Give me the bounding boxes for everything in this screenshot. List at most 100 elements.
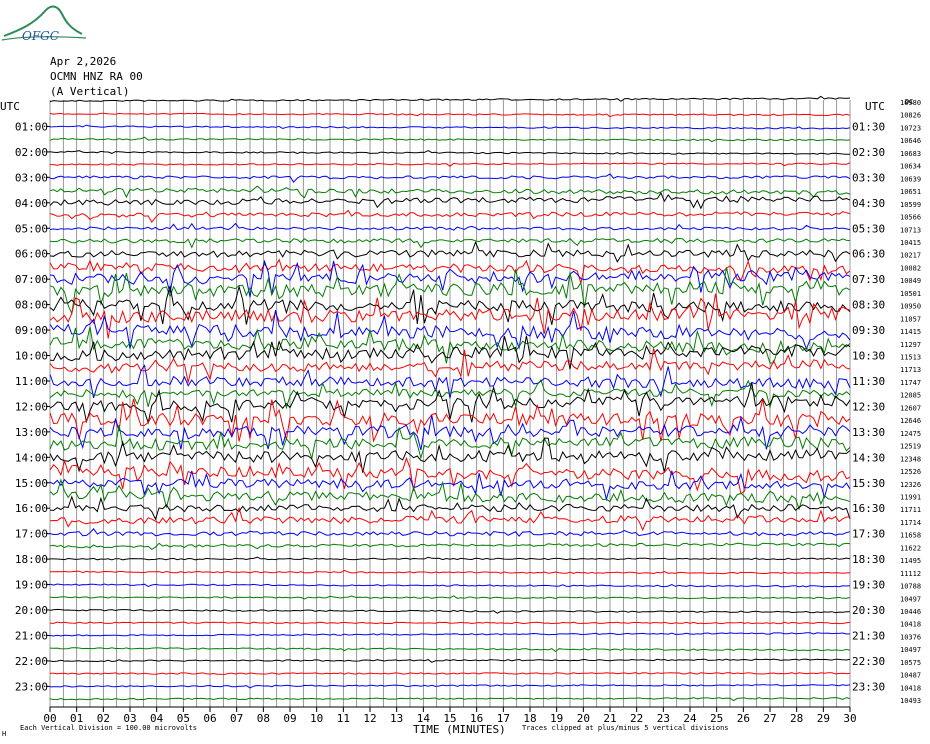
x-tick-label: 16 (470, 712, 483, 725)
trace-line (49, 495, 851, 521)
trace-line (49, 267, 851, 316)
right-time-label: 02:30 (852, 146, 885, 159)
dc-offset-label: 10950 (900, 303, 921, 311)
right-time-label: 17:30 (852, 528, 885, 541)
trace-line (49, 309, 851, 351)
trace-line (49, 647, 851, 653)
x-tick-label: 24 (683, 712, 697, 725)
dc-offset-label: 11658 (900, 532, 921, 540)
left-time-label: 19:00 (15, 579, 48, 592)
x-tick-label: 17 (497, 712, 510, 725)
x-axis-title: TIME (MINUTES) (413, 723, 506, 736)
left-time-label: 13:00 (15, 426, 48, 439)
trace-line (50, 162, 851, 167)
x-tick-label: 10 (310, 712, 323, 725)
trace-line (49, 136, 851, 143)
left-time-label: 22:00 (15, 655, 48, 668)
left-time-label: 15:00 (15, 477, 48, 490)
left-time-label: 16:00 (15, 502, 48, 515)
right-time-label: 08:30 (852, 299, 885, 312)
chart-grid (49, 100, 851, 708)
dc-offset-label: 10713 (900, 226, 921, 234)
scale-note: Each Vertical Division = 100.00 microvol… (20, 724, 198, 732)
trace-line (49, 424, 851, 461)
dc-offset-label: 10651 (900, 188, 921, 196)
dc-offset-label: 10446 (900, 608, 921, 616)
dc-offset-label: 10723 (900, 124, 921, 132)
trace-line (49, 632, 851, 637)
left-time-label: 17:00 (15, 528, 48, 541)
right-time-label: 12:30 (852, 400, 885, 413)
right-time-label: 21:30 (852, 629, 885, 642)
left-time-label: 07:00 (15, 273, 48, 286)
trace-line (49, 326, 851, 364)
dc-offset-label: 12607 (900, 404, 921, 412)
trace-line (49, 259, 851, 298)
trace-line (49, 382, 851, 425)
dc-offset-label: 11747 (900, 379, 921, 387)
trace-line (49, 237, 851, 249)
dc-offset-label: 10049 (900, 277, 921, 285)
dc-offset-label: 11713 (900, 366, 921, 374)
header-component: (A Vertical) (50, 85, 130, 98)
trace-line (49, 528, 851, 537)
dc-offset-label: 12348 (900, 455, 921, 463)
x-tick-label: 21 (603, 712, 616, 725)
right-time-label: 14:30 (852, 451, 885, 464)
left-time-label: 14:00 (15, 451, 48, 464)
trace-line (49, 470, 851, 502)
left-time-label: 21:00 (15, 629, 48, 642)
x-tick-label: 22 (630, 712, 643, 725)
logo-mountain-swoosh (3, 5, 83, 37)
trace-line (49, 608, 851, 614)
x-tick-label: 27 (763, 712, 776, 725)
trace-line (49, 240, 851, 263)
trace-line (50, 556, 851, 561)
dc-offset-label: 10575 (900, 659, 921, 667)
trace-line (49, 672, 851, 676)
trace-line (49, 456, 851, 495)
clip-note: Traces clipped at plus/minus 5 vertical … (522, 724, 729, 732)
right-time-label: 03:30 (852, 171, 885, 184)
x-tick-label: 26 (737, 712, 750, 725)
left-time-label: 06:00 (15, 248, 48, 261)
left-time-label: 01:00 (15, 120, 48, 133)
right-time-label: 01:30 (852, 120, 885, 133)
trace-line (49, 398, 851, 443)
dc-offset-label: 10497 (900, 595, 921, 603)
right-time-label: 13:30 (852, 426, 885, 439)
dc-offset-label: 11112 (900, 570, 921, 578)
x-tick-label: 08 (257, 712, 270, 725)
ofgc-logo: OFGC (1, 5, 87, 43)
x-tick-label: 30 (843, 712, 856, 725)
trace-line (49, 595, 851, 600)
x-tick-label: 12 (363, 712, 376, 725)
right-time-label: 19:30 (852, 579, 885, 592)
x-tick-label: 07 (230, 712, 243, 725)
dc-offset-label: 10082 (900, 264, 921, 272)
dc-offset-label: 12519 (900, 443, 921, 451)
dc-offset-label: 10634 (900, 163, 921, 171)
right-time-label: 18:30 (852, 553, 885, 566)
trace-line (49, 284, 851, 325)
right-time-label: 07:30 (852, 273, 885, 286)
logo-underline-swoosh (1, 36, 87, 41)
header-date: Apr 2,2026 (50, 55, 117, 68)
dc-offset-label: 10493 (900, 697, 921, 705)
dc-offset-label: 11297 (900, 341, 921, 349)
x-tick-label: 06 (203, 712, 216, 725)
left-time-label: 08:00 (15, 299, 48, 312)
trace-line (49, 684, 851, 689)
dc-offset-label: 11711 (900, 506, 921, 514)
x-tick-label: 09 (283, 712, 296, 725)
x-tick-label: 19 (550, 712, 563, 725)
dc-offset-label: 12526 (900, 468, 921, 476)
dc-offset-label: 10418 (900, 621, 921, 629)
x-tick-label: 01 (70, 712, 83, 725)
trace-line (49, 658, 851, 663)
dc-offset-label: 11513 (900, 354, 921, 362)
x-tick-label: 03 (123, 712, 136, 725)
dc-offset-label: 10980 (900, 99, 921, 107)
left-time-label: 09:00 (15, 324, 48, 337)
trace-line (49, 348, 851, 383)
